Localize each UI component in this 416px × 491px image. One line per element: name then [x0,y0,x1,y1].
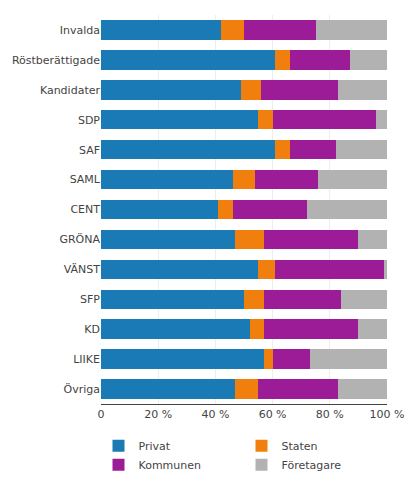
svg-text:Röstberättigade: Röstberättigade [12,54,100,67]
svg-text:SFP: SFP [80,293,100,306]
svg-text:KD: KD [84,323,100,336]
svg-text:GRÖNA: GRÖNA [59,233,100,246]
svg-text:Kandidater: Kandidater [40,84,101,97]
svg-text:Staten: Staten [282,440,318,453]
svg-text:Invalda: Invalda [60,24,100,37]
svg-text:CENT: CENT [70,203,100,216]
svg-text:LIIKE: LIIKE [73,353,100,366]
svg-text:0: 0 [98,408,105,421]
svg-text:SAML: SAML [70,173,101,186]
svg-text:60 %: 60 % [259,408,287,421]
svg-text:100 %: 100 % [370,408,405,421]
svg-text:Övriga: Övriga [64,383,100,396]
svg-text:SAF: SAF [79,144,100,157]
svg-text:Kommunen: Kommunen [139,459,202,472]
svg-text:SDP: SDP [78,114,100,127]
svg-text:80 %: 80 % [316,408,344,421]
svg-text:40 %: 40 % [201,408,229,421]
svg-text:VÄNST: VÄNST [64,263,101,276]
svg-text:Privat: Privat [139,440,171,453]
svg-text:Företagare: Företagare [282,459,342,472]
svg-text:20 %: 20 % [144,408,172,421]
